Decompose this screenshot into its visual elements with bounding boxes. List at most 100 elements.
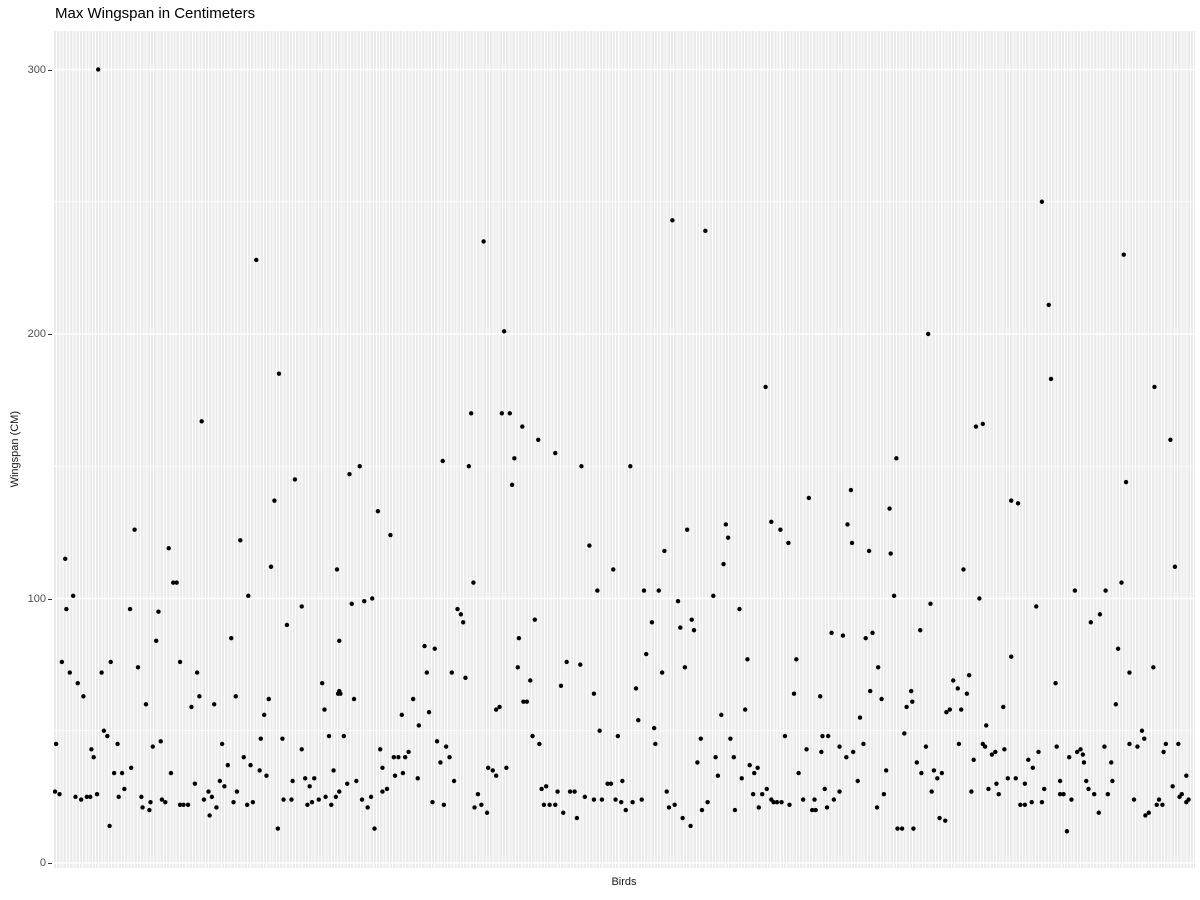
y-tick-mark: [48, 598, 52, 600]
data-point: [899, 826, 905, 831]
data-point: [989, 752, 995, 757]
data-point: [866, 548, 872, 554]
data-point: [850, 749, 856, 755]
data-point: [244, 802, 250, 808]
data-point: [840, 633, 846, 638]
data-point: [143, 702, 149, 707]
data-point: [292, 477, 298, 482]
data-point: [993, 749, 998, 755]
data-point: [400, 770, 406, 776]
data-point: [820, 733, 825, 739]
data-point: [380, 789, 385, 794]
data-point: [956, 741, 962, 747]
data-point: [1057, 792, 1063, 797]
data-point: [521, 699, 526, 704]
data-point: [937, 815, 942, 821]
data-point: [347, 471, 352, 477]
data-point: [337, 789, 342, 794]
data-point: [209, 794, 215, 800]
data-point: [516, 635, 522, 641]
data-point: [57, 792, 62, 797]
data-point: [316, 797, 321, 802]
data-point: [611, 567, 616, 572]
data-point: [1080, 752, 1086, 757]
data-point: [541, 802, 547, 808]
data-point: [410, 696, 416, 702]
data-point: [96, 67, 101, 72]
data-point: [479, 802, 484, 808]
data-point: [582, 794, 588, 800]
data-point: [861, 741, 866, 747]
data-point: [1172, 564, 1178, 569]
data-point: [1170, 784, 1175, 789]
data-point: [132, 527, 137, 532]
data-point: [1184, 773, 1189, 778]
data-point: [955, 686, 960, 691]
data-point: [558, 683, 564, 688]
data-point: [939, 770, 945, 776]
data-point: [493, 773, 499, 778]
data-point: [1186, 797, 1191, 802]
data-point: [567, 789, 573, 794]
data-point: [84, 794, 90, 800]
data-point: [375, 509, 381, 514]
y-tick-label: 100: [27, 592, 46, 605]
data-point: [587, 543, 592, 548]
data-point: [1053, 680, 1058, 686]
data-point: [1142, 736, 1147, 741]
data-point: [537, 741, 542, 747]
data-point: [973, 424, 979, 429]
data-point: [931, 768, 937, 773]
data-point: [302, 776, 308, 781]
data-point: [641, 588, 647, 593]
data-point: [229, 635, 234, 641]
data-point: [536, 437, 541, 442]
data-point: [432, 646, 437, 651]
data-point: [372, 826, 377, 831]
data-point: [1115, 646, 1121, 651]
data-point: [771, 799, 776, 805]
data-point: [438, 760, 443, 765]
data-point: [471, 580, 476, 585]
data-point: [1092, 792, 1097, 797]
y-axis-title-text: Wingspan (CM): [9, 411, 21, 488]
data-point: [1179, 792, 1184, 797]
data-point: [78, 797, 84, 802]
data-point: [241, 755, 246, 760]
data-point: [233, 694, 238, 699]
data-point: [649, 620, 655, 625]
data-point: [715, 773, 721, 778]
data-point: [497, 704, 502, 710]
data-point: [250, 799, 256, 805]
data-point: [399, 712, 404, 718]
data-point: [305, 802, 310, 808]
data-point: [539, 786, 544, 792]
data-point: [1072, 588, 1078, 593]
data-point: [377, 747, 383, 752]
data-point: [532, 617, 538, 622]
data-point: [813, 807, 818, 813]
data-point: [207, 813, 212, 818]
data-point: [1048, 376, 1054, 382]
data-point: [158, 739, 163, 744]
data-point: [564, 659, 569, 665]
data-point: [845, 522, 850, 527]
data-point: [284, 622, 290, 628]
data-point: [868, 688, 873, 694]
data-point: [370, 596, 375, 601]
data-point: [918, 628, 923, 633]
data-point: [1102, 744, 1107, 749]
data-point: [984, 723, 989, 728]
data-point: [1039, 799, 1045, 805]
data-point: [888, 551, 893, 556]
data-point: [1029, 799, 1034, 805]
y-tick-label: 300: [27, 63, 46, 76]
data-point: [928, 601, 933, 606]
data-point: [666, 805, 672, 810]
data-point: [197, 694, 202, 699]
data-point: [458, 612, 464, 617]
data-point: [1002, 747, 1007, 752]
data-point: [849, 540, 855, 546]
data-point: [1127, 670, 1132, 675]
data-point: [380, 765, 385, 770]
